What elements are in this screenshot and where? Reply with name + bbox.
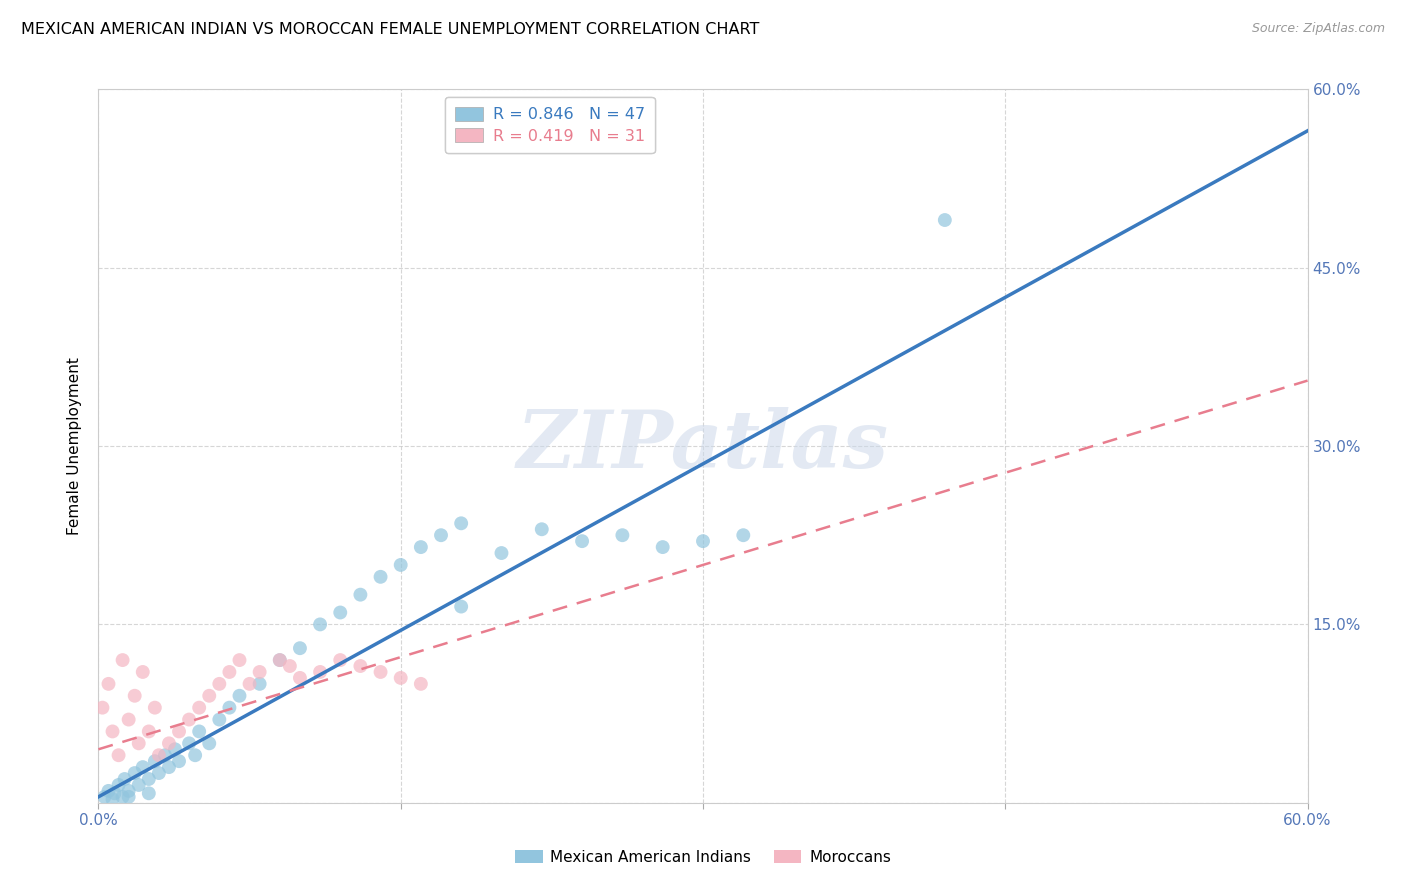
Point [249,677,271,691]
Point [389,558,412,572]
Point [208,713,231,727]
Point [309,665,332,679]
Point [128,736,150,750]
Point [107,778,129,792]
Point [329,606,352,620]
Point [491,546,513,560]
Point [278,659,301,673]
Point [329,653,352,667]
Point [530,522,553,536]
Point [97,677,120,691]
Point [208,677,231,691]
Point [249,665,271,679]
Point [450,599,472,614]
Point [370,665,392,679]
Point [179,713,201,727]
Y-axis label: Female Unemployment: Female Unemployment [67,357,83,535]
Point [651,540,673,554]
Point [288,641,311,656]
Point [128,778,150,792]
Point [389,671,412,685]
Point [124,766,146,780]
Point [101,724,124,739]
Point [349,588,371,602]
Point [188,724,211,739]
Point [138,786,160,800]
Point [132,665,155,679]
Point [148,766,170,780]
Point [167,724,190,739]
Point [91,700,114,714]
Point [93,789,115,804]
Point [349,659,371,673]
Point [228,653,250,667]
Point [153,748,176,763]
Text: ZIPatlas: ZIPatlas [517,408,889,484]
Point [188,700,211,714]
Point [409,677,432,691]
Point [450,516,472,531]
Point [118,784,141,798]
Point [692,534,714,549]
Text: MEXICAN AMERICAN INDIAN VS MOROCCAN FEMALE UNEMPLOYMENT CORRELATION CHART: MEXICAN AMERICAN INDIAN VS MOROCCAN FEMA… [21,22,759,37]
Point [228,689,250,703]
Point [103,786,125,800]
Point [179,736,201,750]
Point [118,713,141,727]
Point [571,534,593,549]
Legend: R = 0.846   N = 47, R = 0.419   N = 31: R = 0.846 N = 47, R = 0.419 N = 31 [444,97,655,153]
Point [143,700,166,714]
Point [167,754,190,768]
Point [114,772,136,786]
Point [184,748,207,763]
Point [163,742,186,756]
Point [934,213,956,227]
Point [269,653,291,667]
Point [198,689,221,703]
Point [269,653,291,667]
Point [409,540,432,554]
Point [138,772,160,786]
Point [118,789,141,804]
Point [101,792,124,806]
Point [148,748,170,763]
Point [143,754,166,768]
Point [111,653,134,667]
Point [111,789,134,804]
Point [107,748,129,763]
Point [97,784,120,798]
Point [218,700,240,714]
Point [309,617,332,632]
Point [124,689,146,703]
Point [733,528,755,542]
Point [157,760,180,774]
Point [218,665,240,679]
Point [430,528,453,542]
Point [157,736,180,750]
Point [370,570,392,584]
Point [239,677,262,691]
Point [612,528,634,542]
Text: Source: ZipAtlas.com: Source: ZipAtlas.com [1251,22,1385,36]
Point [138,724,160,739]
Point [198,736,221,750]
Legend: Mexican American Indians, Moroccans: Mexican American Indians, Moroccans [509,844,897,871]
Point [132,760,155,774]
Point [288,671,311,685]
